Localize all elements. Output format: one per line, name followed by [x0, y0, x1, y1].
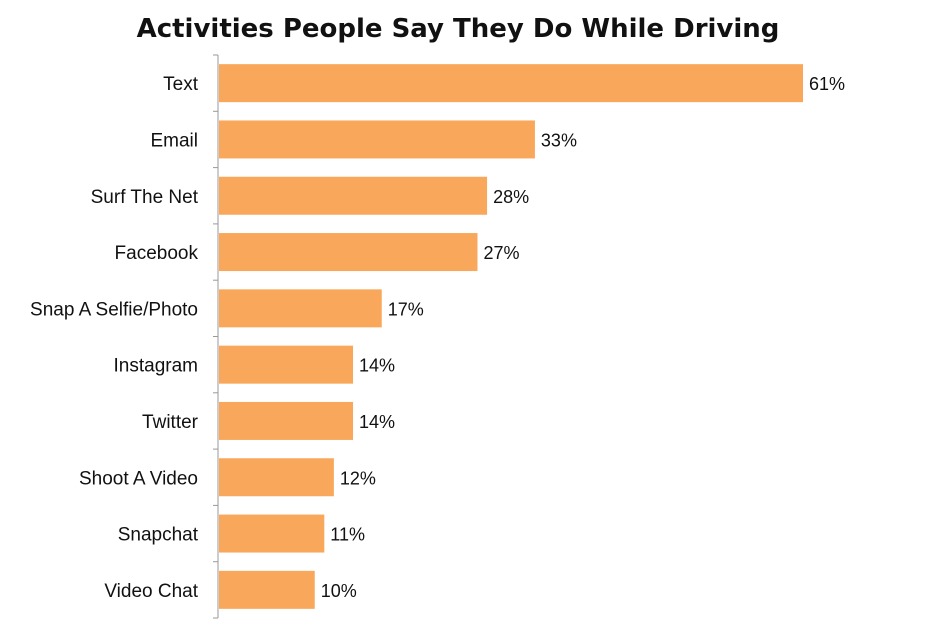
bar-facebook [219, 233, 478, 272]
value-label: 17% [388, 299, 424, 319]
category-label: Email [150, 130, 198, 151]
chart-title: Activities People Say They Do While Driv… [137, 14, 780, 44]
value-label: 33% [541, 130, 577, 150]
value-label: 27% [483, 243, 519, 263]
bar-snapchat [219, 514, 325, 553]
bar-snap-a-selfie-photo [219, 289, 382, 328]
value-label: 14% [359, 356, 395, 376]
category-label: Instagram [114, 356, 198, 377]
category-label: Facebook [115, 243, 199, 264]
category-label: Video Chat [104, 581, 198, 602]
bar-email [219, 120, 535, 159]
bars [219, 64, 803, 609]
category-label: Shoot A Video [79, 468, 198, 489]
value-label: 61% [809, 74, 845, 94]
category-axis [213, 54, 219, 619]
value-label: 14% [359, 412, 395, 432]
bar-text [219, 64, 803, 103]
category-label: Snapchat [118, 525, 199, 546]
category-label: Twitter [142, 412, 199, 433]
bar-shoot-a-video [219, 458, 334, 497]
category-label: Snap A Selfie/Photo [30, 299, 198, 320]
value-labels: 61% 33% 28% 27% 17% 14% 14% 12% 11% 10% [321, 74, 845, 601]
category-labels: Text Email Surf The Net Facebook Snap A Self… [30, 74, 199, 602]
value-label: 10% [321, 581, 357, 601]
value-label: 11% [330, 525, 365, 545]
category-label: Text [163, 74, 199, 95]
bar-instagram [219, 345, 354, 384]
bar-video-chat [219, 570, 315, 609]
value-label: 12% [340, 468, 376, 488]
value-label: 28% [493, 187, 529, 207]
bar-twitter [219, 401, 354, 440]
bar-surf-the-net [219, 176, 488, 215]
category-label: Surf The Net [91, 187, 199, 208]
